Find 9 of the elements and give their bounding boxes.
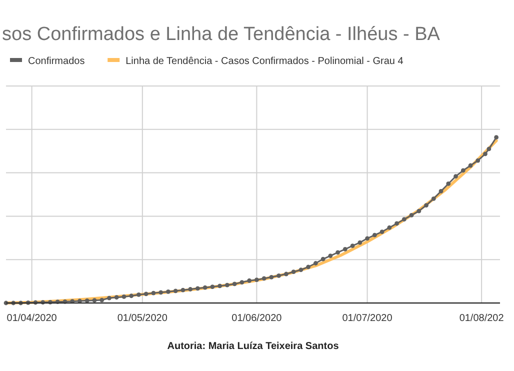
x-tick-label: 01/07/2020 xyxy=(342,313,393,324)
x-tick-label: 01/04/2020 xyxy=(6,313,58,324)
x-tick-label: 01/06/2020 xyxy=(232,313,282,324)
text: Autoria: Maria Luíza Teixeira Santos xyxy=(167,341,340,352)
legend-label: Confirmados xyxy=(28,56,85,67)
legend-label: Linha de Tendência - Casos Confirmados - Polinomial - Grau 4 xyxy=(126,56,404,67)
x-tick-label: 01/05/2020 xyxy=(117,313,168,324)
x-tick-label: 01/08/202 xyxy=(459,313,504,324)
chart-title: sos Confirmados e Linha de Tendência - Ilhéus - BA xyxy=(2,24,440,45)
